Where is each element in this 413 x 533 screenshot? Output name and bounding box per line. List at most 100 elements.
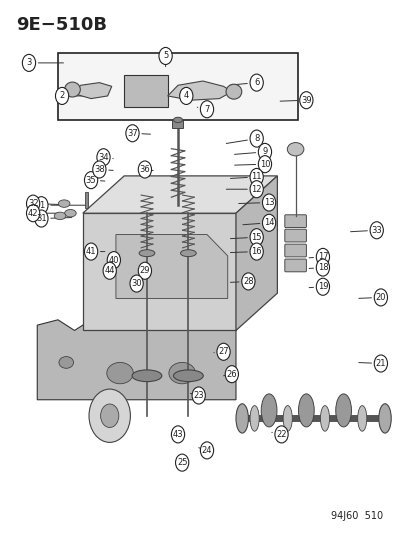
- Circle shape: [35, 210, 48, 227]
- Circle shape: [192, 387, 205, 404]
- Circle shape: [103, 262, 116, 279]
- Circle shape: [249, 181, 263, 198]
- Text: 19: 19: [317, 282, 328, 291]
- Text: 38: 38: [94, 165, 104, 174]
- Circle shape: [316, 248, 329, 265]
- Circle shape: [179, 87, 192, 104]
- Circle shape: [249, 74, 263, 91]
- Circle shape: [22, 54, 36, 71]
- Text: 14: 14: [263, 219, 274, 227]
- Ellipse shape: [298, 394, 313, 427]
- Text: 16: 16: [251, 247, 261, 256]
- Text: 33: 33: [370, 226, 381, 235]
- Ellipse shape: [64, 209, 76, 217]
- Text: 42: 42: [28, 209, 38, 217]
- Text: 39: 39: [300, 96, 311, 104]
- Circle shape: [373, 289, 387, 306]
- Circle shape: [138, 262, 151, 279]
- Text: 21: 21: [375, 359, 385, 368]
- Ellipse shape: [320, 406, 329, 431]
- Text: 94J60  510: 94J60 510: [330, 511, 382, 521]
- Text: 17: 17: [317, 253, 328, 261]
- Circle shape: [100, 404, 119, 427]
- Text: 40: 40: [108, 256, 119, 264]
- Text: 10: 10: [259, 160, 270, 168]
- Ellipse shape: [64, 82, 80, 97]
- Text: 11: 11: [251, 173, 261, 181]
- Circle shape: [107, 252, 120, 269]
- Circle shape: [200, 101, 213, 118]
- Text: 26: 26: [226, 370, 237, 378]
- Ellipse shape: [58, 200, 70, 207]
- Text: 20: 20: [375, 293, 385, 302]
- Circle shape: [84, 243, 97, 260]
- Circle shape: [26, 205, 40, 222]
- Ellipse shape: [169, 362, 195, 384]
- Text: 37: 37: [127, 129, 138, 138]
- Text: 15: 15: [251, 233, 261, 241]
- Text: 4: 4: [183, 92, 188, 100]
- Ellipse shape: [139, 249, 154, 257]
- Ellipse shape: [132, 370, 161, 382]
- FancyBboxPatch shape: [284, 259, 306, 272]
- Circle shape: [35, 197, 48, 214]
- Circle shape: [225, 366, 238, 383]
- Text: 34: 34: [98, 153, 109, 161]
- Circle shape: [373, 355, 387, 372]
- Ellipse shape: [59, 357, 74, 368]
- FancyBboxPatch shape: [284, 215, 306, 228]
- Ellipse shape: [282, 406, 292, 431]
- Circle shape: [241, 273, 254, 290]
- Text: 31: 31: [36, 214, 47, 223]
- Text: 44: 44: [104, 266, 115, 275]
- Text: 8: 8: [254, 134, 259, 143]
- Ellipse shape: [378, 404, 390, 433]
- Circle shape: [262, 194, 275, 211]
- Text: 9: 9: [262, 148, 267, 156]
- Circle shape: [369, 222, 382, 239]
- Circle shape: [126, 125, 139, 142]
- Circle shape: [258, 143, 271, 160]
- Bar: [171, 119, 183, 128]
- Text: 43: 43: [172, 430, 183, 439]
- Text: 5: 5: [163, 52, 168, 60]
- Circle shape: [89, 389, 130, 442]
- Circle shape: [249, 243, 263, 260]
- Circle shape: [258, 156, 271, 173]
- Circle shape: [249, 229, 263, 246]
- Circle shape: [262, 214, 275, 231]
- Text: 28: 28: [242, 277, 253, 286]
- Circle shape: [216, 343, 230, 360]
- Text: 30: 30: [131, 279, 142, 288]
- Ellipse shape: [173, 370, 203, 382]
- Polygon shape: [37, 320, 235, 400]
- Polygon shape: [83, 176, 277, 213]
- Polygon shape: [235, 176, 277, 330]
- Circle shape: [97, 149, 110, 166]
- Polygon shape: [116, 235, 227, 298]
- Text: 2: 2: [59, 92, 64, 100]
- Text: 32: 32: [28, 199, 38, 208]
- Text: 22: 22: [275, 430, 286, 439]
- Text: 3: 3: [26, 59, 31, 67]
- Text: 9E−510B: 9E−510B: [17, 16, 107, 34]
- Circle shape: [26, 195, 40, 212]
- Text: 1: 1: [39, 201, 44, 209]
- Circle shape: [299, 92, 312, 109]
- Circle shape: [175, 454, 188, 471]
- Circle shape: [171, 426, 184, 443]
- Text: 18: 18: [317, 263, 328, 272]
- Polygon shape: [167, 81, 231, 100]
- Circle shape: [159, 47, 172, 64]
- Circle shape: [249, 130, 263, 147]
- FancyBboxPatch shape: [124, 75, 167, 107]
- Circle shape: [93, 161, 106, 178]
- Polygon shape: [83, 213, 235, 330]
- Text: 23: 23: [193, 391, 204, 400]
- Text: 41: 41: [85, 247, 96, 256]
- Ellipse shape: [180, 249, 196, 257]
- Text: 12: 12: [251, 185, 261, 193]
- Ellipse shape: [235, 404, 248, 433]
- Circle shape: [274, 426, 287, 443]
- Ellipse shape: [287, 142, 303, 156]
